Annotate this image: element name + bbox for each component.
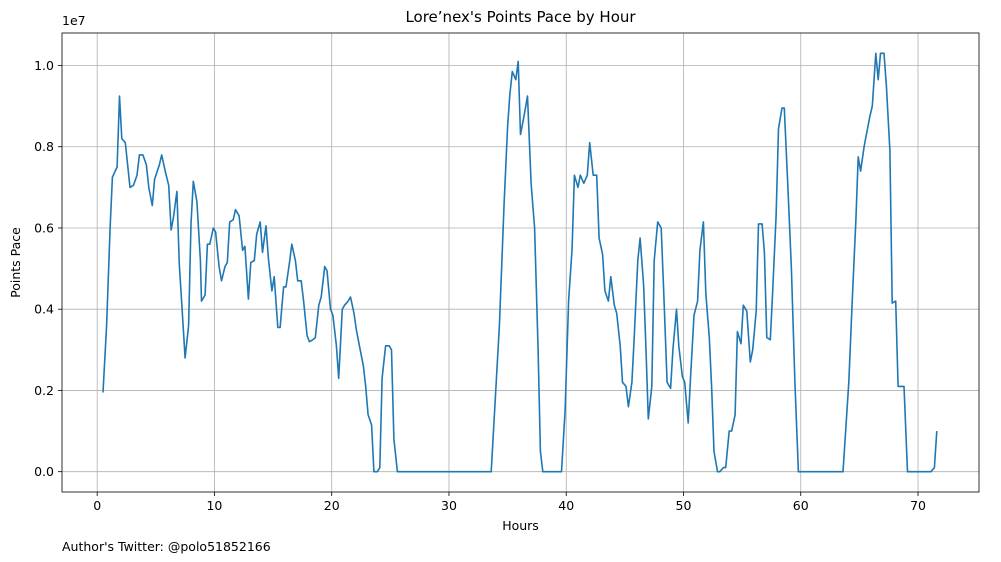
x-tick-label: 70	[910, 498, 926, 513]
plot-frame	[61, 32, 980, 493]
y-tick-label: 0.0	[34, 464, 54, 479]
series-line	[102, 52, 938, 473]
x-axis-label: Hours	[502, 518, 539, 533]
y-tick-label: 0.6	[34, 220, 54, 235]
y-axis-scale-label: 1e7	[62, 13, 86, 28]
axis-ticks: 0 10 20 30 40 50 60 70 0.0 0.2 0.4 0.6 0.8 1.0	[34, 58, 926, 513]
y-tick-label: 0.2	[34, 383, 54, 398]
x-tick-label: 30	[441, 498, 457, 513]
gridlines	[62, 33, 979, 492]
y-tick-label: 0.4	[34, 302, 54, 317]
x-tick-label: 60	[793, 498, 809, 513]
author-twitter-note: Author's Twitter: @polo51852166	[62, 539, 271, 554]
y-tick-label: 1.0	[34, 58, 54, 73]
y-axis-label: Points Pace	[8, 227, 23, 298]
y-tick-label: 0.8	[34, 139, 54, 154]
chart-title: Lore’nex's Points Pace by Hour	[405, 8, 636, 26]
x-tick-label: 0	[93, 498, 101, 513]
x-tick-label: 10	[206, 498, 222, 513]
x-tick-label: 40	[558, 498, 574, 513]
x-tick-label: 50	[676, 498, 692, 513]
x-tick-label: 20	[324, 498, 340, 513]
series-layer	[102, 52, 938, 473]
